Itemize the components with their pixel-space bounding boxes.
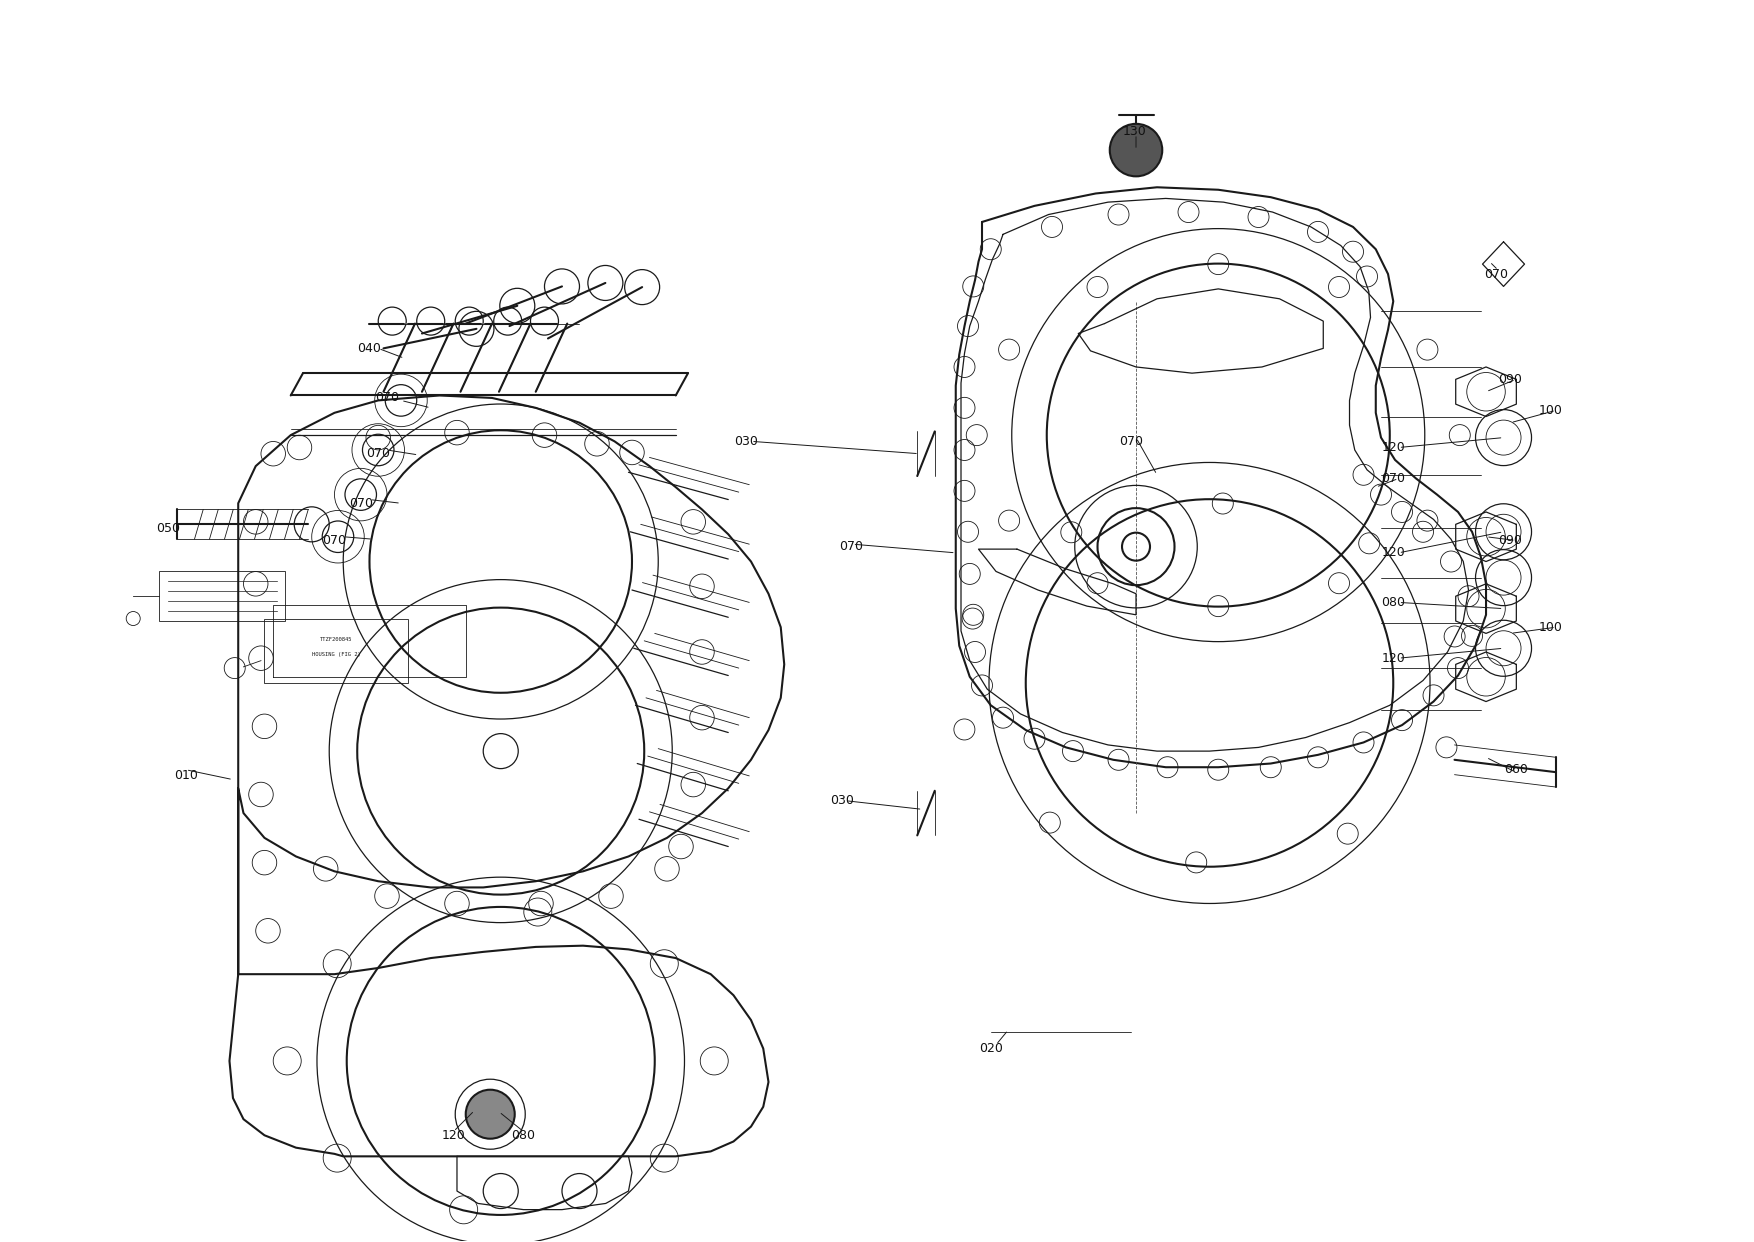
Text: 120: 120 [1382, 652, 1405, 664]
Text: 070: 070 [1380, 472, 1405, 484]
Text: 070: 070 [1484, 267, 1508, 281]
Text: 070: 070 [375, 391, 398, 405]
Text: 070: 070 [838, 540, 863, 553]
Text: 100: 100 [1538, 404, 1563, 417]
Bar [160, 571, 286, 621]
Text: 050: 050 [156, 522, 181, 534]
Text: 070: 070 [323, 534, 347, 546]
Text: 120: 120 [442, 1129, 465, 1141]
Text: 080: 080 [512, 1129, 535, 1141]
Bar [265, 619, 409, 683]
Text: 070: 070 [1119, 435, 1144, 448]
Circle shape [467, 1089, 514, 1139]
Text: 040: 040 [358, 342, 381, 355]
Text: 090: 090 [1498, 373, 1522, 386]
Text: 090: 090 [1498, 534, 1522, 546]
Text: 120: 120 [1382, 546, 1405, 559]
Text: 020: 020 [979, 1042, 1003, 1054]
Text: 070: 070 [349, 497, 374, 509]
Text: 080: 080 [1380, 596, 1405, 609]
Text: 030: 030 [733, 435, 758, 448]
Text: 010: 010 [174, 769, 198, 782]
Text: HOUSING (FIG 2): HOUSING (FIG 2) [312, 652, 361, 657]
Text: 120: 120 [1382, 441, 1405, 455]
Text: 070: 070 [367, 447, 389, 461]
Text: 100: 100 [1538, 621, 1563, 633]
Text: 060: 060 [1503, 763, 1528, 776]
Text: 130: 130 [1123, 125, 1145, 138]
Text: 030: 030 [830, 794, 854, 807]
Circle shape [1110, 124, 1163, 176]
Text: TTZF200845: TTZF200845 [319, 637, 353, 642]
